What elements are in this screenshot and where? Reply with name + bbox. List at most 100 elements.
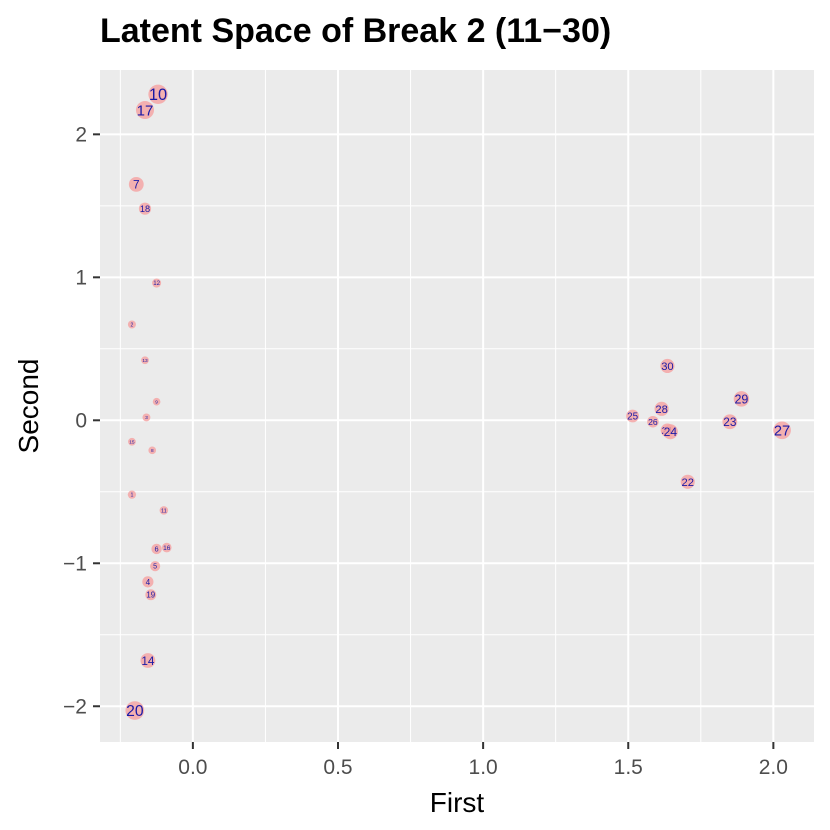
- point-label: 28: [655, 404, 667, 416]
- data-point: 30: [660, 358, 675, 374]
- point-marker: [148, 84, 168, 104]
- point-label: 15: [129, 439, 135, 445]
- data-point: 23: [722, 414, 738, 430]
- point-label: 3: [145, 415, 148, 421]
- data-point: 18: [138, 202, 152, 215]
- x-tick-label: 1.5: [614, 756, 643, 779]
- point-marker: [152, 278, 162, 288]
- data-point: 5: [150, 561, 161, 572]
- point-label: 26: [648, 417, 658, 427]
- data-point: 17: [135, 101, 155, 120]
- point-marker: [626, 409, 640, 423]
- data-points: 1234567891011121314151617181920212223242…: [125, 84, 791, 720]
- data-point: 22: [680, 474, 695, 489]
- x-axis: 0.0 0.5 1.0 1.5 2.0: [178, 742, 788, 779]
- point-label: 11: [161, 508, 167, 514]
- point-marker: [127, 490, 137, 499]
- point-label: 22: [682, 477, 694, 489]
- point-label: 4: [146, 578, 151, 587]
- point-marker: [161, 542, 172, 553]
- point-marker: [140, 653, 156, 668]
- point-label: 23: [723, 415, 737, 429]
- point-marker: [151, 543, 162, 555]
- y-tick-label: −1: [63, 552, 87, 575]
- data-point: 4: [142, 576, 154, 588]
- point-label: 13: [142, 358, 148, 364]
- y-axis: −2 −1 0 1 2: [63, 123, 100, 718]
- point-marker: [159, 506, 169, 515]
- point-label: 6: [155, 545, 159, 554]
- point-label: 20: [126, 703, 144, 720]
- point-marker: [733, 391, 750, 407]
- data-point: 9: [152, 397, 161, 406]
- point-marker: [662, 424, 678, 440]
- data-point: 16: [161, 542, 172, 553]
- y-tick-label: −2: [63, 695, 87, 718]
- x-axis-title: First: [430, 787, 485, 818]
- minor-gridlines: [100, 70, 814, 742]
- point-label: 30: [661, 361, 673, 373]
- point-marker: [660, 358, 675, 374]
- point-marker: [148, 446, 157, 455]
- data-point: 10: [148, 84, 168, 104]
- data-point: 7: [128, 176, 144, 192]
- point-label: 14: [141, 654, 155, 668]
- data-point: 24: [662, 424, 678, 440]
- point-label: 24: [664, 425, 678, 439]
- chart-title: Latent Space of Break 2 (11−30): [100, 12, 611, 50]
- x-tick-label: 0.5: [323, 756, 352, 779]
- point-label: 1: [130, 493, 133, 499]
- point-marker: [135, 101, 155, 120]
- point-marker: [722, 414, 738, 430]
- data-point: 20: [125, 701, 145, 720]
- plot-panel: [100, 70, 814, 742]
- point-marker: [127, 320, 136, 329]
- data-point: 13: [141, 356, 149, 365]
- point-marker: [150, 561, 161, 572]
- data-point: 28: [654, 401, 669, 416]
- point-label: 12: [153, 280, 160, 287]
- point-marker: [141, 356, 149, 365]
- point-label: 17: [137, 102, 154, 119]
- x-tick-label: 2.0: [759, 756, 788, 779]
- data-point: 12: [152, 278, 162, 288]
- point-marker: [128, 437, 136, 446]
- point-label: 8: [151, 448, 154, 453]
- major-gridlines: [100, 70, 814, 742]
- point-marker: [145, 589, 157, 601]
- point-label: 2: [131, 322, 134, 328]
- point-marker: [152, 397, 161, 406]
- point-label: 9: [155, 399, 158, 404]
- point-label: 25: [627, 412, 638, 423]
- data-point: 11: [159, 506, 169, 515]
- data-point: 26: [647, 415, 659, 428]
- point-marker: [680, 474, 695, 489]
- data-point: 2: [127, 320, 136, 329]
- y-tick-label: 1: [75, 266, 87, 289]
- point-label: 10: [149, 86, 167, 104]
- data-point: 1: [127, 490, 137, 499]
- point-marker: [647, 415, 659, 428]
- y-tick-label: 0: [75, 409, 87, 432]
- data-point: 29: [733, 391, 750, 407]
- point-marker: [142, 413, 151, 422]
- data-point: 27: [773, 421, 791, 440]
- x-tick-label: 1.0: [469, 756, 498, 779]
- y-axis-title: Second: [13, 359, 44, 454]
- data-point: 3: [142, 413, 151, 422]
- data-point: 15: [128, 437, 136, 446]
- data-point: 6: [151, 543, 162, 555]
- y-tick-label: 2: [75, 123, 87, 146]
- point-marker: [773, 421, 791, 440]
- point-marker: [142, 576, 154, 588]
- x-tick-label: 0.0: [178, 756, 207, 779]
- point-marker: [138, 202, 152, 215]
- point-label: 18: [140, 204, 150, 214]
- point-marker: [125, 701, 145, 720]
- point-label: 7: [133, 178, 140, 192]
- point-marker: [128, 176, 144, 192]
- point-label: 19: [146, 591, 155, 600]
- point-label: 5: [153, 563, 157, 571]
- point-marker: [654, 401, 669, 416]
